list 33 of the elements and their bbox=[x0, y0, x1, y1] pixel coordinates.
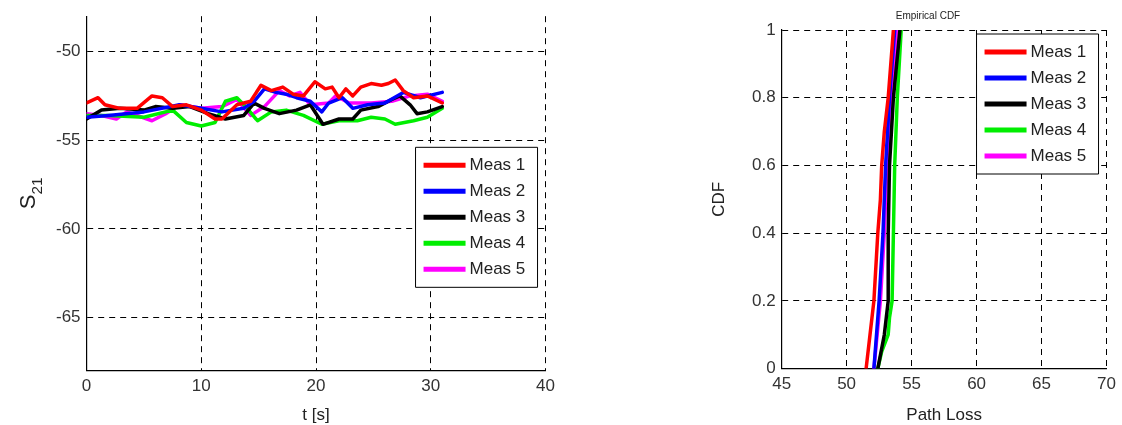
legend-label: Meas 2 bbox=[1030, 67, 1087, 87]
x-tick-label: 60 bbox=[967, 374, 987, 394]
y-tick-label: -55 bbox=[55, 129, 81, 149]
legend-label: Meas 1 bbox=[1030, 41, 1087, 61]
legend-label: Meas 4 bbox=[1030, 119, 1087, 139]
y-tick-label: 0.8 bbox=[751, 87, 776, 107]
legend-label: Meas 3 bbox=[1030, 93, 1087, 113]
legend-label: Meas 5 bbox=[1030, 145, 1087, 165]
legend-label: Meas 2 bbox=[469, 181, 526, 201]
x-tick-label: 50 bbox=[837, 374, 857, 394]
y-tick-label: -65 bbox=[55, 307, 81, 327]
x-tick-label: 70 bbox=[1097, 374, 1117, 394]
x-tick-label: 30 bbox=[421, 376, 441, 396]
y-tick-label: 0.4 bbox=[751, 222, 776, 242]
x-tick-label: 10 bbox=[191, 376, 211, 396]
x-tick-label: 65 bbox=[1032, 374, 1052, 394]
legend-label: Meas 3 bbox=[469, 207, 526, 227]
y-tick-label: -60 bbox=[55, 218, 81, 238]
y-tick-label: 0.6 bbox=[751, 155, 776, 175]
legend-label: Meas 1 bbox=[469, 155, 526, 175]
legend-label: Meas 4 bbox=[469, 233, 526, 253]
y-tick-label: 1 bbox=[766, 19, 776, 39]
x-axis-title: t [s] bbox=[302, 405, 330, 424]
legend-label: Meas 5 bbox=[469, 259, 526, 279]
x-tick-label: 55 bbox=[902, 374, 922, 394]
chart-title: Empirical CDF bbox=[895, 9, 961, 21]
y-axis-title: CDF bbox=[708, 181, 728, 217]
x-tick-label: 20 bbox=[306, 376, 326, 396]
y-axis-title: S21 bbox=[14, 177, 46, 210]
y-tick-label: 0.2 bbox=[751, 290, 776, 310]
y-tick-label: -50 bbox=[55, 41, 81, 61]
x-tick-label: 40 bbox=[536, 376, 556, 396]
x-axis-title: Path Loss bbox=[906, 405, 982, 424]
